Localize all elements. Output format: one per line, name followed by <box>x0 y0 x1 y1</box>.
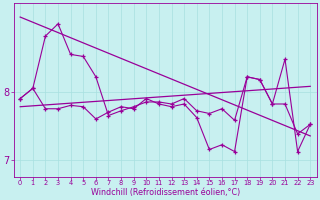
X-axis label: Windchill (Refroidissement éolien,°C): Windchill (Refroidissement éolien,°C) <box>91 188 240 197</box>
